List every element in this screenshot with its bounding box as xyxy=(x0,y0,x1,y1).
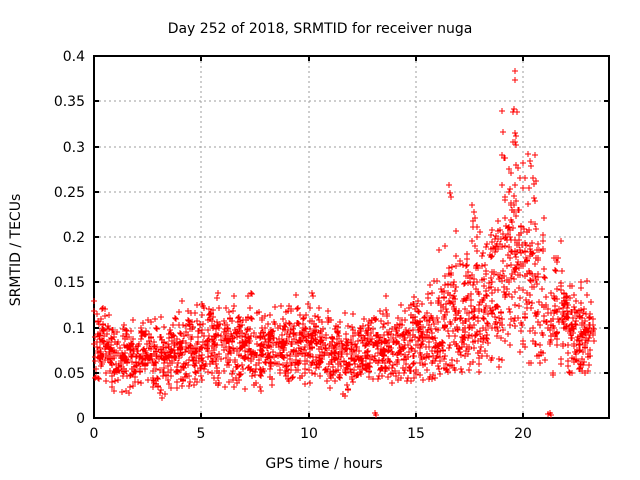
plot-border xyxy=(93,55,610,419)
y-tick-label: 0.3 xyxy=(63,140,85,156)
y-tick-label: 0.15 xyxy=(54,275,85,291)
y-tick-label: 0 xyxy=(76,411,85,427)
tick-labels: 0 5 10 15 20 0 0.05 0.1 0.15 0.2 0.25 0.3 0.35 0.4 xyxy=(54,49,532,442)
chart-title: Day 252 of 2018, SRMTID for receiver nug… xyxy=(168,21,473,37)
x-tick-label: 5 xyxy=(197,426,206,442)
data-points xyxy=(91,68,597,418)
x-tick-label: 0 xyxy=(90,426,99,442)
x-tick-label: 20 xyxy=(514,426,532,442)
y-tick-label: 0.05 xyxy=(54,366,85,382)
x-axis-label: GPS time / hours xyxy=(265,456,382,472)
y-tick-label: 0.1 xyxy=(63,321,85,337)
grid-lines xyxy=(94,56,609,418)
y-tick-label: 0.4 xyxy=(63,49,85,65)
y-tick-label: 0.25 xyxy=(54,185,85,201)
x-tick-label: 10 xyxy=(300,426,318,442)
y-tick-label: 0.2 xyxy=(63,230,85,246)
y-axis-label: SRMTID / TECUs xyxy=(8,194,24,307)
x-tick-label: 15 xyxy=(407,426,425,442)
y-tick-label: 0.35 xyxy=(54,94,85,110)
